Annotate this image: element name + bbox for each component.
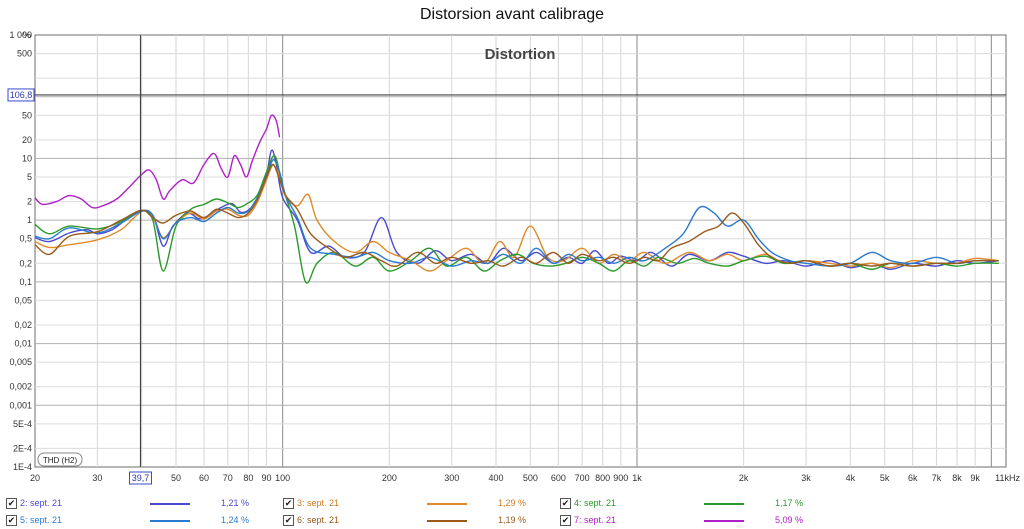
legend-value: 1,21 % <box>221 498 250 508</box>
x-tick-label: 6k <box>908 473 918 483</box>
x-tick-label: 800 <box>595 473 610 483</box>
x-tick-label: 9k <box>970 473 980 483</box>
x-tick-label: 400 <box>488 473 503 483</box>
legend-checkbox[interactable]: ✔ <box>283 515 294 526</box>
y-tick-label: 0,2 <box>19 258 32 268</box>
x-tick-label: 3k <box>801 473 811 483</box>
plot-area <box>34 34 1007 468</box>
x-tick-label: 70 <box>223 473 233 483</box>
y-tick-label: 0,01 <box>14 339 32 349</box>
y-tick-label: 0,002 <box>9 382 32 392</box>
cursor-x-readout-box <box>129 471 153 485</box>
legend-value: 1,29 % <box>498 498 527 508</box>
legend-swatch-line <box>150 520 190 522</box>
x-tick-label: 50 <box>171 473 181 483</box>
x-tick-label: 11kHz <box>995 473 1020 483</box>
y-tick-label: 1E-4 <box>13 462 32 472</box>
y-tick-label: 0,05 <box>14 295 32 305</box>
legend-item-5[interactable]: ✔ 6: sept. 21 1,19 % <box>283 513 553 527</box>
x-tick-label: 600 <box>551 473 566 483</box>
legend-swatch-line <box>150 503 190 505</box>
x-tick-label: 2k <box>739 473 749 483</box>
page-title: Distorsion avant calibrage <box>419 6 605 23</box>
thd-badge-label: THD (H2) <box>43 456 78 465</box>
y-tick-label: 50 <box>22 110 32 120</box>
x-axis-ticks: 20 30 50 60 70 80 90 100 200 300 400 500 600 700 800 90… <box>30 473 1021 483</box>
legend-checkbox[interactable]: ✔ <box>560 498 571 509</box>
y-tick-label: 0,001 <box>9 400 32 410</box>
legend-item-6[interactable]: ✔ 7: sept. 21 5,09 % <box>560 513 830 527</box>
thd-badge[interactable]: THD (H2) <box>37 452 83 467</box>
x-tick-label: 20 <box>30 473 40 483</box>
legend-checkbox[interactable]: ✔ <box>6 498 17 509</box>
x-tick-label: 700 <box>575 473 590 483</box>
x-tick-label: 4k <box>846 473 856 483</box>
x-tick-label: 7k <box>932 473 942 483</box>
legend-label: 5: sept. 21 <box>20 515 63 525</box>
legend-label: 7: sept. 21 <box>574 515 617 525</box>
y-tick-label: 2E-4 <box>13 443 32 453</box>
cursor-y-readout-box <box>7 88 35 102</box>
y-tick-label: 0,1 <box>19 277 32 287</box>
x-tick-label: 30 <box>92 473 102 483</box>
x-tick-label: 80 <box>243 473 253 483</box>
y-tick-label: 1 <box>27 215 32 225</box>
legend-checkbox[interactable]: ✔ <box>6 515 17 526</box>
series-lines <box>34 114 999 284</box>
y-tick-label: 1 000 <box>9 30 32 40</box>
y-tick-label: 5E-4 <box>13 419 32 429</box>
y-tick-label: 20 <box>22 135 32 145</box>
series-line-6 <box>34 114 281 209</box>
legend-swatch-line <box>704 520 744 522</box>
x-tick-label: 8k <box>952 473 962 483</box>
y-tick-label: 5 <box>27 172 32 182</box>
legend: ✔ 2: sept. 21 1,21 % ✔ 3: sept. 21 1,29 % ✔ 4: … <box>0 494 1024 529</box>
legend-item-4[interactable]: ✔ 5: sept. 21 1,24 % <box>6 513 276 527</box>
grid-lines <box>35 35 1006 467</box>
x-tick-label: 5k <box>880 473 890 483</box>
legend-item-3[interactable]: ✔ 4: sept. 21 1,17 % <box>560 496 830 510</box>
y-tick-label: 500 <box>17 49 32 59</box>
legend-label: 4: sept. 21 <box>574 498 617 508</box>
x-tick-label: 60 <box>199 473 209 483</box>
legend-checkbox[interactable]: ✔ <box>283 498 294 509</box>
y-tick-label: 0,02 <box>14 320 32 330</box>
legend-value: 1,24 % <box>221 515 250 525</box>
cursor-x-readout: 39,7 <box>132 473 150 483</box>
legend-swatch-line <box>427 503 467 505</box>
legend-label: 2: sept. 21 <box>20 498 63 508</box>
x-tick-label: 90 <box>261 473 271 483</box>
legend-checkbox[interactable]: ✔ <box>560 515 571 526</box>
y-tick-label: 0,5 <box>19 234 32 244</box>
y-tick-label: 0,005 <box>9 357 32 367</box>
x-tick-label: 100 <box>275 473 290 483</box>
x-tick-label: 500 <box>523 473 538 483</box>
y-axis-label: % <box>23 30 31 40</box>
cursor-y-readout: 106,8 <box>10 90 33 100</box>
legend-value: 5,09 % <box>775 515 804 525</box>
legend-item-1[interactable]: ✔ 2: sept. 21 1,21 % <box>6 496 276 510</box>
legend-label: 3: sept. 21 <box>297 498 340 508</box>
y-tick-label: 10 <box>22 153 32 163</box>
series-line-5 <box>34 163 999 268</box>
x-tick-label: 1k <box>632 473 642 483</box>
legend-swatch-line <box>427 520 467 522</box>
x-tick-label: 300 <box>444 473 459 483</box>
legend-value: 1,17 % <box>775 498 804 508</box>
cursor[interactable]: 39,7 106,8 <box>7 35 1006 485</box>
y-axis-ticks: 1 000 500 50 20 10 5 2 1 0,5 0,2 0,1 0,05 0,02 0,01 0,… <box>9 30 32 472</box>
legend-swatch-line <box>704 503 744 505</box>
y-tick-label: 2 <box>27 197 32 207</box>
legend-label: 6: sept. 21 <box>297 515 340 525</box>
x-tick-label: 900 <box>613 473 628 483</box>
legend-item-2[interactable]: ✔ 3: sept. 21 1,29 % <box>283 496 553 510</box>
chart-title: Distortion <box>485 46 556 63</box>
legend-value: 1,19 % <box>498 515 527 525</box>
x-tick-label: 200 <box>382 473 397 483</box>
